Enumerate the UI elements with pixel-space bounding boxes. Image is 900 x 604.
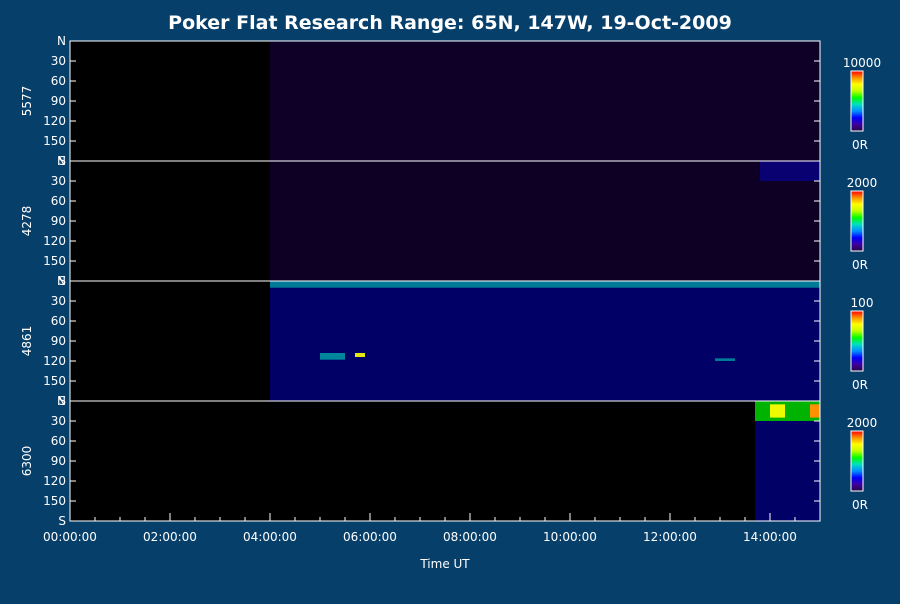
y-tick-label: 60 <box>51 314 66 328</box>
emission-region <box>270 281 820 288</box>
emission-region <box>355 353 365 357</box>
colorbar-swatch <box>850 190 864 252</box>
x-tick-label: 04:00:00 <box>243 530 297 544</box>
y-tick-label: 90 <box>51 454 66 468</box>
y-tick-label: 30 <box>51 54 66 68</box>
colorbar-swatch <box>850 310 864 372</box>
y-tick-label: 30 <box>51 294 66 308</box>
x-tick-label: 14:00:00 <box>743 530 797 544</box>
channel-label: 4278 <box>20 206 34 237</box>
y-tick-label: 90 <box>51 334 66 348</box>
emission-region <box>810 404 820 418</box>
x-tick-label: 00:00:00 <box>43 530 97 544</box>
chart-title: Poker Flat Research Range: 65N, 147W, 19… <box>168 12 732 34</box>
y-tick-label: S <box>58 274 66 288</box>
emission-region <box>755 421 820 521</box>
y-tick-label: 120 <box>43 114 66 128</box>
colorbar-swatch <box>850 430 864 492</box>
y-tick-label: 30 <box>51 174 66 188</box>
colorbar-4861: 100 0R <box>850 296 874 392</box>
colorbar-swatch <box>850 70 864 132</box>
colorbar-min-label: 0R <box>852 258 868 272</box>
channel-label: 4861 <box>20 326 34 357</box>
y-tick-label: 120 <box>43 234 66 248</box>
panel-background <box>70 41 820 161</box>
y-tick-label: 30 <box>51 414 66 428</box>
y-tick-label: S <box>58 514 66 528</box>
panel-background <box>70 401 820 521</box>
x-axis: 00:00:00 02:00:00 04:00:00 06:00:00 08:00:00… <box>43 513 821 544</box>
emission-region <box>770 404 785 418</box>
y-tick-label: N <box>57 154 66 168</box>
x-tick-label: 12:00:00 <box>643 530 697 544</box>
y-tick-label: 150 <box>43 374 66 388</box>
colorbar-min-label: 0R <box>852 378 868 392</box>
y-tick-label: N <box>57 34 66 48</box>
colorbar-min-label: 0R <box>852 138 868 152</box>
colorbar-max-label: 2000 <box>847 176 878 190</box>
panel-4861: N 30 60 90 120 150 S 4861 100 0R <box>20 274 873 408</box>
y-tick-label: 60 <box>51 434 66 448</box>
y-tick-label: 150 <box>43 494 66 508</box>
y-tick-label: N <box>57 274 66 288</box>
emission-region <box>270 41 820 161</box>
panel-background <box>70 281 820 401</box>
x-tick-label: 06:00:00 <box>343 530 397 544</box>
colorbar-4278: 2000 0R <box>847 176 878 272</box>
y-tick-label: 60 <box>51 194 66 208</box>
panel-5577: N 30 60 90 120 150 S 5577 10000 0R <box>20 34 881 168</box>
colorbar-max-label: 100 <box>851 296 874 310</box>
channel-label: 6300 <box>20 446 34 477</box>
y-tick-label: N <box>57 394 66 408</box>
y-tick-label: 90 <box>51 214 66 228</box>
colorbar-5577: 10000 0R <box>843 56 881 152</box>
emission-region <box>715 358 735 361</box>
y-tick-label: 120 <box>43 354 66 368</box>
x-tick-label: 08:00:00 <box>443 530 497 544</box>
y-tick-label: 120 <box>43 474 66 488</box>
emission-region <box>760 161 820 181</box>
panels: N 30 60 90 120 150 S 5577 10000 0R N 30 60 90 120 150 S 4… <box>20 34 881 528</box>
y-tick-label: 150 <box>43 134 66 148</box>
panel-6300: N 30 60 90 120 150 S 6300 2000 0R <box>20 394 877 528</box>
colorbar-max-label: 2000 <box>847 416 878 430</box>
y-tick-label: S <box>58 154 66 168</box>
colorbar-6300: 2000 0R <box>847 416 878 512</box>
y-tick-label: 90 <box>51 94 66 108</box>
x-axis-label: Time UT <box>419 557 470 571</box>
colorbar-min-label: 0R <box>852 498 868 512</box>
emission-region <box>270 281 820 401</box>
panel-background <box>70 161 820 281</box>
panel-4278: N 30 60 90 120 150 S 4278 2000 0R <box>20 154 877 288</box>
channel-label: 5577 <box>20 86 34 117</box>
y-tick-label: S <box>58 394 66 408</box>
x-tick-label: 10:00:00 <box>543 530 597 544</box>
colorbar-max-label: 10000 <box>843 56 881 70</box>
emission-region <box>320 353 345 360</box>
emission-region <box>270 161 820 281</box>
x-tick-label: 02:00:00 <box>143 530 197 544</box>
y-tick-label: 60 <box>51 74 66 88</box>
y-tick-label: 150 <box>43 254 66 268</box>
